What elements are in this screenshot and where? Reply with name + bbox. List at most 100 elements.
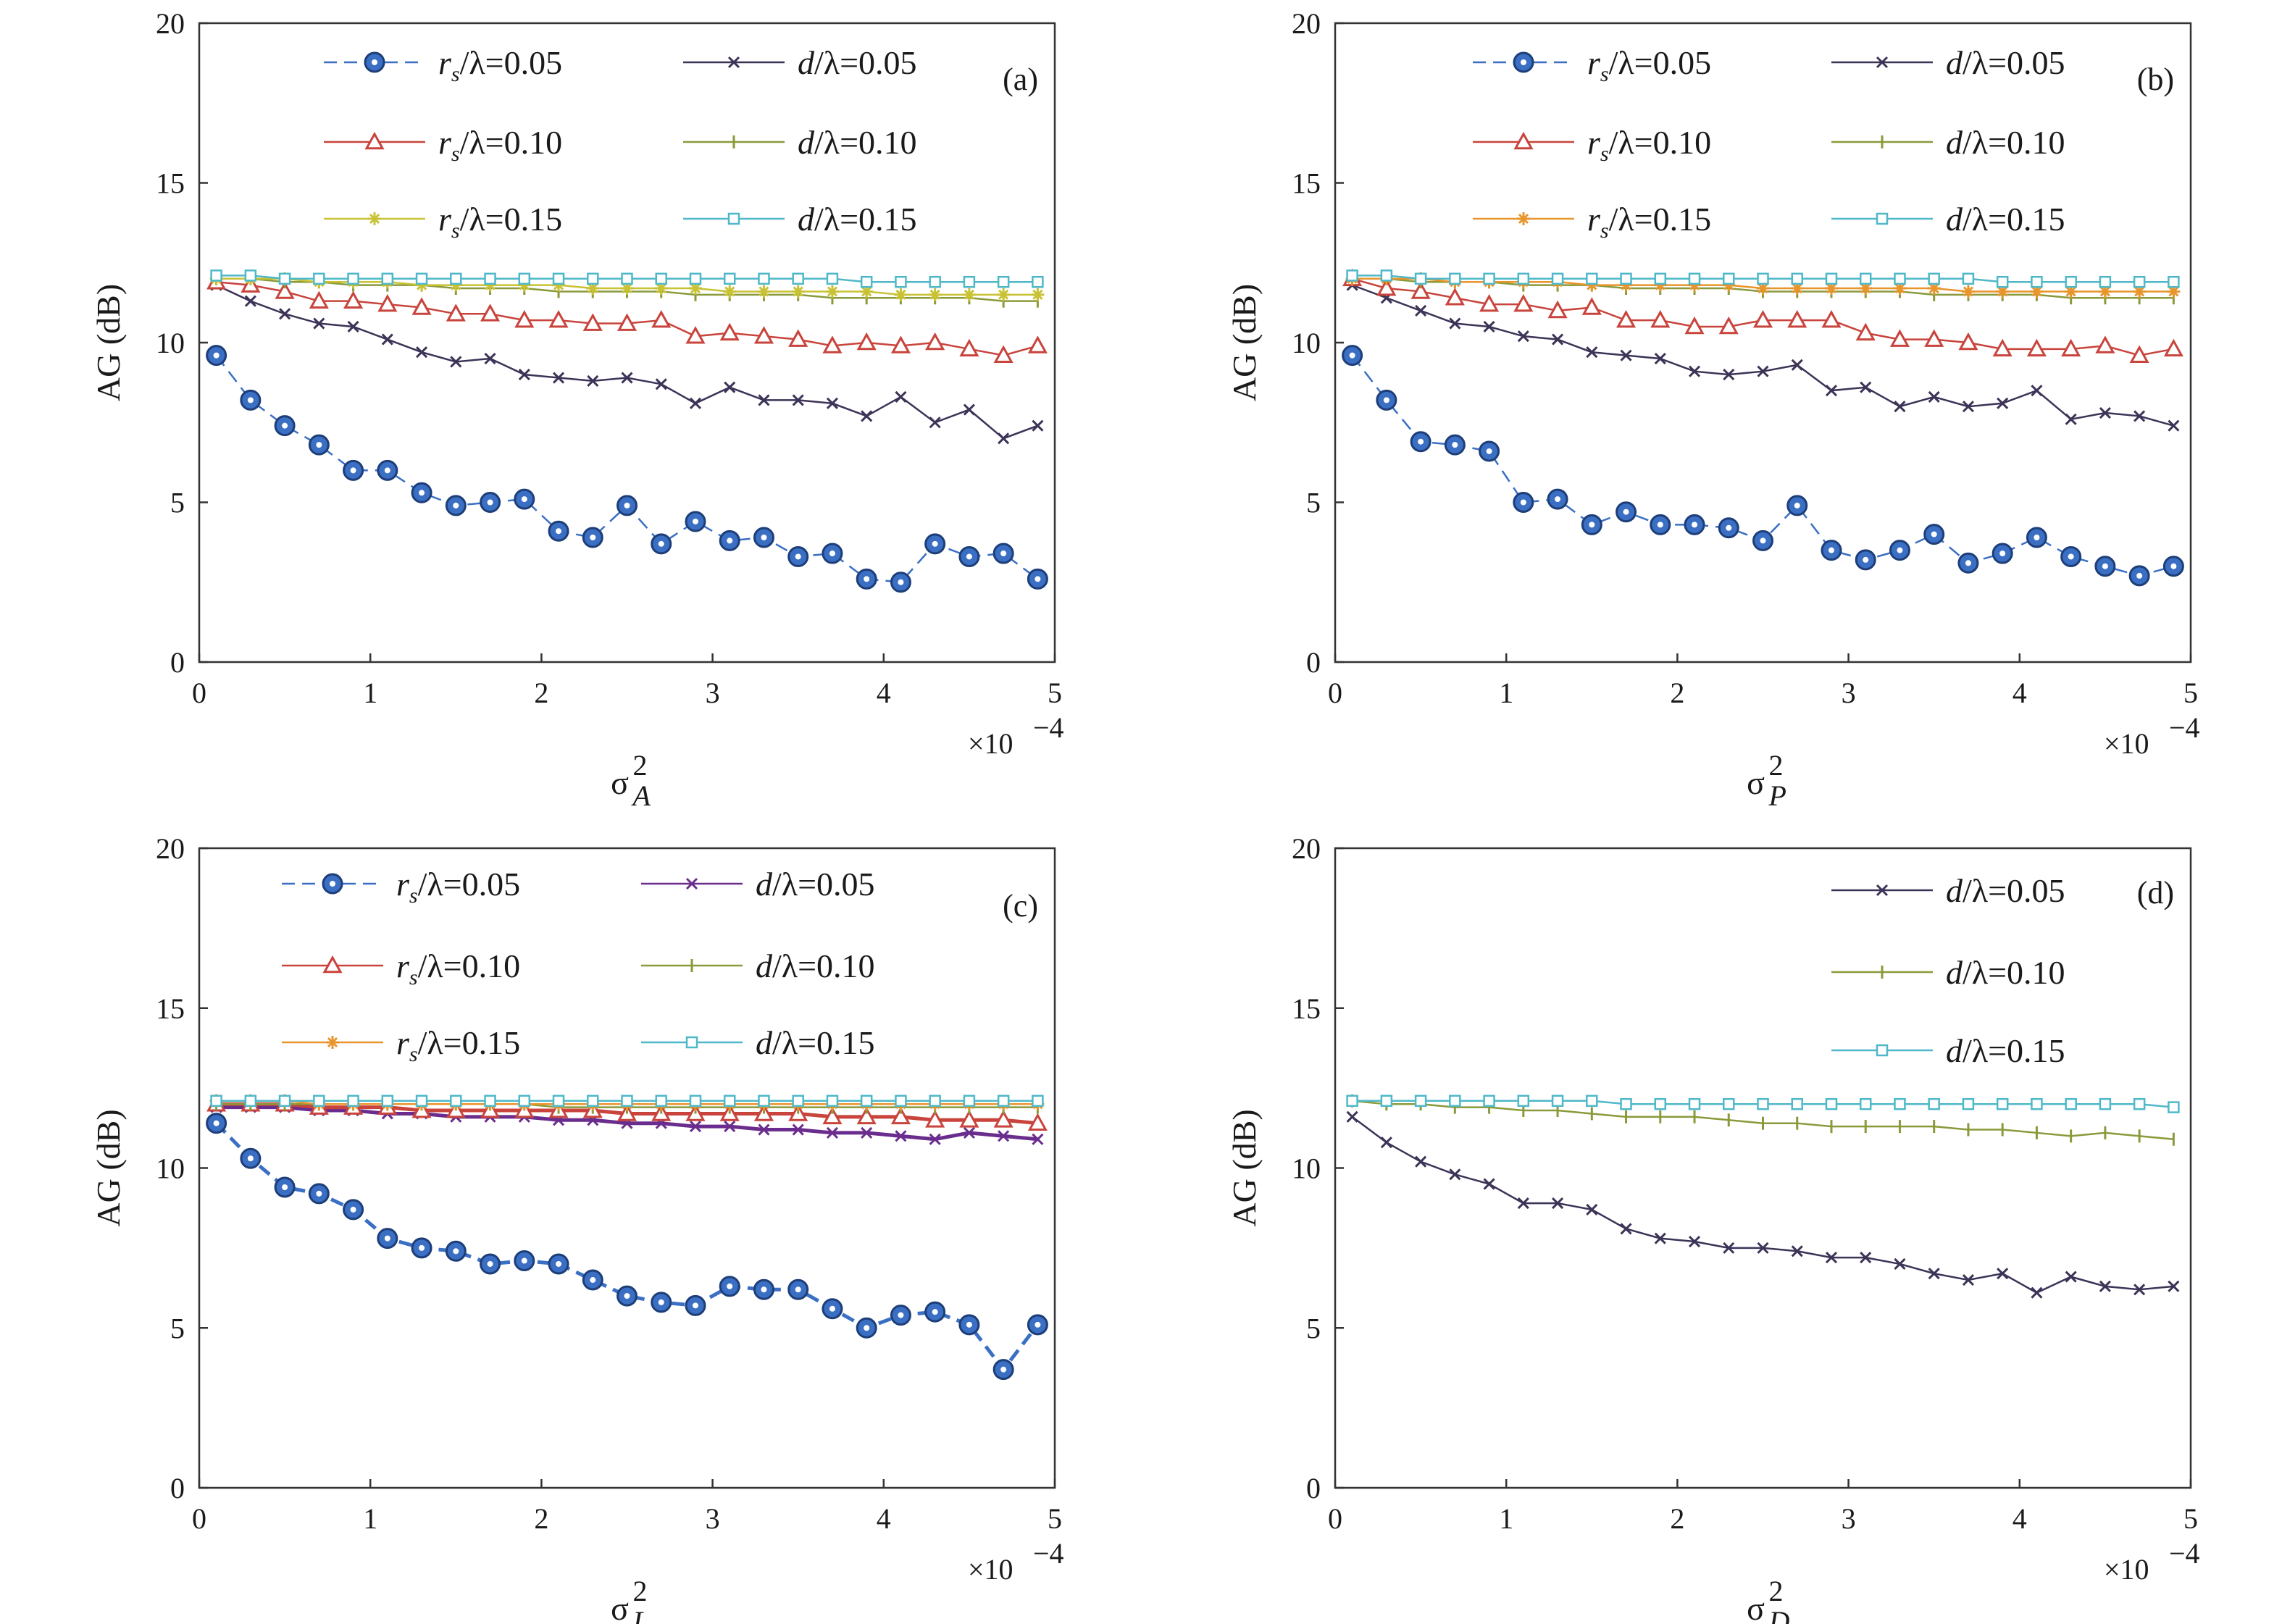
x-multiplier: ×10: [2104, 1553, 2149, 1586]
series-1: [206, 1113, 1048, 1381]
legend-label-var: r: [438, 201, 452, 238]
x-axis-label-sup: 2: [1769, 749, 1784, 782]
data-point: [1889, 329, 1910, 347]
x-tick-label: 4: [877, 1502, 891, 1535]
data-point: [548, 310, 569, 328]
data-point: [1688, 1235, 1701, 1248]
data-point: [1860, 381, 1872, 393]
data-point: [1415, 304, 1427, 317]
data-point: [2129, 345, 2149, 363]
data-point: [997, 275, 1010, 288]
data-point: [890, 335, 911, 353]
y-tick-label: 5: [170, 1312, 185, 1344]
data-point: [484, 352, 496, 365]
data-point-center: [624, 502, 630, 508]
legend-label-rest: /λ=0.05: [1963, 872, 2065, 909]
legend-label-var: d: [798, 124, 815, 161]
data-point: [2030, 285, 2044, 298]
legend-entry: d/λ=0.05: [641, 866, 875, 903]
legend-label-var: r: [438, 124, 452, 161]
x-axis-label-sub: A: [631, 779, 651, 812]
legend-label-sub: s: [451, 62, 460, 86]
data-point: [2031, 1286, 2043, 1299]
data-point-center: [419, 1244, 425, 1251]
series-6: [210, 269, 1044, 288]
data-point: [825, 285, 839, 298]
legend-marker: [1517, 212, 1530, 225]
data-point: [586, 282, 600, 296]
data-point: [689, 397, 702, 409]
legend-marker: [368, 212, 381, 225]
legend-marker: [727, 212, 740, 225]
y-tick-label: 0: [1306, 646, 1321, 679]
data-point: [1586, 346, 1598, 359]
legend-marker-center: [1521, 59, 1526, 65]
data-point: [517, 278, 531, 292]
data-point-center: [1000, 551, 1007, 557]
data-point: [2065, 1271, 2077, 1283]
data-point-center: [966, 553, 972, 560]
x-multiplier: ×10: [968, 1553, 1013, 1586]
legend-marker: [1513, 131, 1534, 150]
data-point-center: [1863, 556, 1869, 563]
x-tick-label: 0: [192, 1502, 206, 1535]
data-point: [2133, 410, 2146, 422]
data-point: [1688, 1097, 1701, 1110]
data-point: [347, 272, 359, 285]
data-point: [1483, 272, 1495, 285]
data-point: [1723, 272, 1735, 285]
legend-marker: [685, 877, 698, 890]
data-point: [587, 272, 599, 285]
data-point: [1581, 297, 1602, 315]
data-point: [381, 1094, 394, 1108]
data-point: [1586, 1203, 1598, 1215]
legend-label-rest: /λ=0.10: [418, 947, 521, 984]
data-point-center: [692, 1302, 698, 1309]
x-tick-label: 0: [1328, 677, 1342, 709]
data-point: [724, 1121, 736, 1133]
series-line: [215, 354, 1039, 584]
x-tick-label: 0: [1328, 1502, 1342, 1535]
x-multiplier-exp: −4: [2169, 1537, 2200, 1570]
data-point: [1996, 1097, 2009, 1110]
x-tick-label: 1: [363, 677, 377, 709]
data-point: [758, 1094, 770, 1108]
legend-label: rs/λ=0.10: [396, 947, 520, 989]
data-point: [1483, 320, 1495, 333]
data-point-center: [1692, 522, 1698, 528]
data-point: [856, 1106, 877, 1125]
data-point: [1859, 272, 1872, 285]
data-point: [1032, 275, 1044, 288]
data-point: [1855, 322, 1876, 341]
legend-label-rest: /λ=0.05: [772, 866, 875, 903]
data-point: [415, 346, 428, 359]
data-point: [1928, 390, 1940, 403]
data-point-center: [829, 551, 835, 557]
data-point: [617, 313, 638, 331]
data-point: [895, 1130, 907, 1142]
data-point-center: [898, 1312, 904, 1318]
data-point-center: [384, 467, 390, 474]
data-point: [723, 1094, 736, 1108]
data-point: [1859, 1097, 1872, 1110]
data-point: [1757, 1242, 1769, 1254]
data-point: [2163, 338, 2183, 357]
data-point-center: [590, 535, 596, 541]
y-tick-label: 15: [1292, 992, 1321, 1025]
data-point-center: [247, 1155, 254, 1162]
data-point: [655, 1094, 667, 1108]
data-point-center: [213, 352, 220, 359]
data-point: [2099, 275, 2112, 288]
legend-entry: d/λ=0.05: [683, 44, 917, 81]
data-point: [895, 390, 907, 403]
data-point: [381, 272, 394, 285]
data-point: [1654, 272, 1667, 285]
legend-entry: d/λ=0.10: [1831, 124, 2065, 161]
data-point: [890, 1106, 911, 1125]
data-point: [1752, 310, 1773, 328]
data-point: [1517, 330, 1529, 343]
data-point: [1757, 365, 1769, 377]
